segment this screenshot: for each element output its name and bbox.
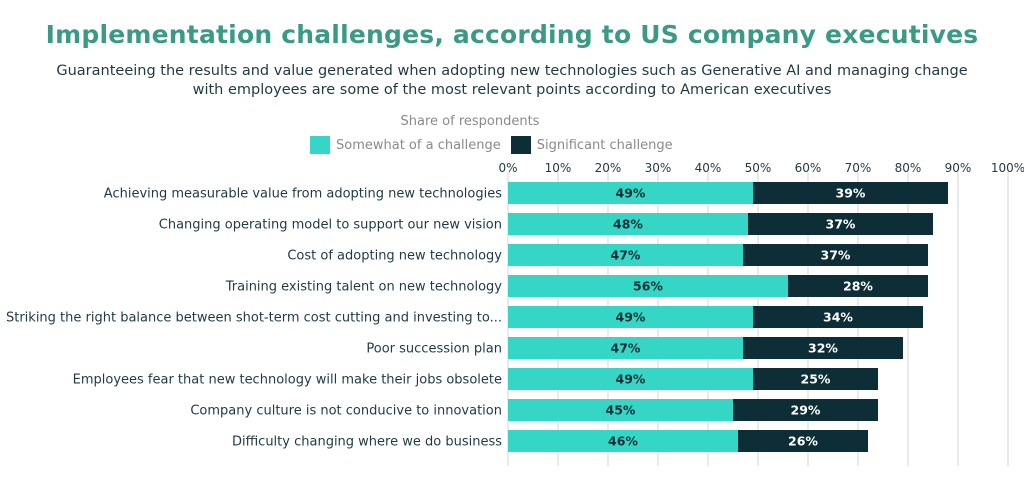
data-label: 49% (616, 372, 646, 387)
bar-somewhat (508, 430, 738, 452)
x-tick-label: 40% (695, 161, 722, 175)
legend-swatch-significant (510, 136, 531, 154)
data-label: 56% (633, 279, 663, 294)
x-tick-label: 90% (945, 161, 972, 175)
category-label: Difficulty changing where we do business (232, 435, 502, 450)
x-tick-label: 0% (498, 161, 517, 175)
bar-somewhat (508, 306, 753, 328)
category-label: Achieving measurable value from adopting… (104, 187, 502, 202)
bar-significant (788, 275, 928, 297)
bar-somewhat (508, 337, 743, 359)
bar-somewhat (508, 244, 743, 266)
chart-title: Implementation challenges, according to … (45, 20, 979, 49)
data-label: 29% (791, 403, 821, 418)
bar-significant (743, 244, 928, 266)
data-label: 37% (821, 248, 851, 263)
data-label: 37% (826, 217, 856, 232)
bar-significant (733, 399, 878, 421)
legend: Somewhat of a challenge Significant chal… (310, 135, 683, 155)
data-label: 32% (808, 341, 838, 356)
data-label: 47% (611, 248, 641, 263)
bar-significant (743, 337, 903, 359)
category-label: Changing operating model to support our … (159, 218, 502, 233)
category-label: Cost of adopting new technology (287, 249, 502, 264)
bar-significant (753, 368, 878, 390)
category-label: Training existing talent on new technolo… (225, 280, 503, 295)
data-label: 49% (616, 186, 646, 201)
data-label: 49% (616, 310, 646, 325)
x-tick-label: 100% (991, 161, 1024, 175)
legend-label-significant: Significant challenge (536, 137, 673, 153)
x-tick-label: 70% (845, 161, 872, 175)
legend-label-somewhat: Somewhat of a challenge (336, 137, 501, 153)
data-label: 48% (613, 217, 643, 232)
category-label: Company culture is not conducive to inno… (190, 404, 502, 419)
category-label: Employees fear that new technology will … (73, 373, 502, 388)
bar-significant (738, 430, 868, 452)
bar-somewhat (508, 275, 788, 297)
x-tick-label: 60% (795, 161, 822, 175)
bar-somewhat (508, 368, 753, 390)
chart-subtitle: Guaranteeing the results and value gener… (56, 63, 968, 98)
data-label: 47% (611, 341, 641, 356)
legend-entry-significant: Significant challenge (510, 136, 673, 154)
data-label: 25% (801, 372, 831, 387)
x-tick-label: 30% (645, 161, 672, 175)
bar-significant (753, 306, 923, 328)
bar-significant (748, 213, 933, 235)
data-label: 39% (836, 186, 866, 201)
bar-somewhat (508, 213, 748, 235)
data-label: 46% (608, 434, 638, 449)
x-tick-label: 10% (545, 161, 572, 175)
category-label: Striking the right balance between shot-… (6, 311, 502, 326)
category-label: Poor succession plan (366, 342, 502, 357)
bar-significant (753, 182, 948, 204)
legend-entry-somewhat: Somewhat of a challenge (310, 136, 501, 154)
x-tick-label: 80% (895, 161, 922, 175)
legend-swatch-somewhat (310, 136, 330, 154)
data-label: 28% (843, 279, 873, 294)
bar-somewhat (508, 182, 753, 204)
legend-title: Share of respondents (400, 114, 540, 129)
data-label: 45% (606, 403, 636, 418)
bar-somewhat (508, 399, 733, 421)
data-label: 34% (823, 310, 853, 325)
data-label: 26% (788, 434, 818, 449)
x-tick-label: 50% (745, 161, 772, 175)
x-tick-label: 20% (595, 161, 622, 175)
